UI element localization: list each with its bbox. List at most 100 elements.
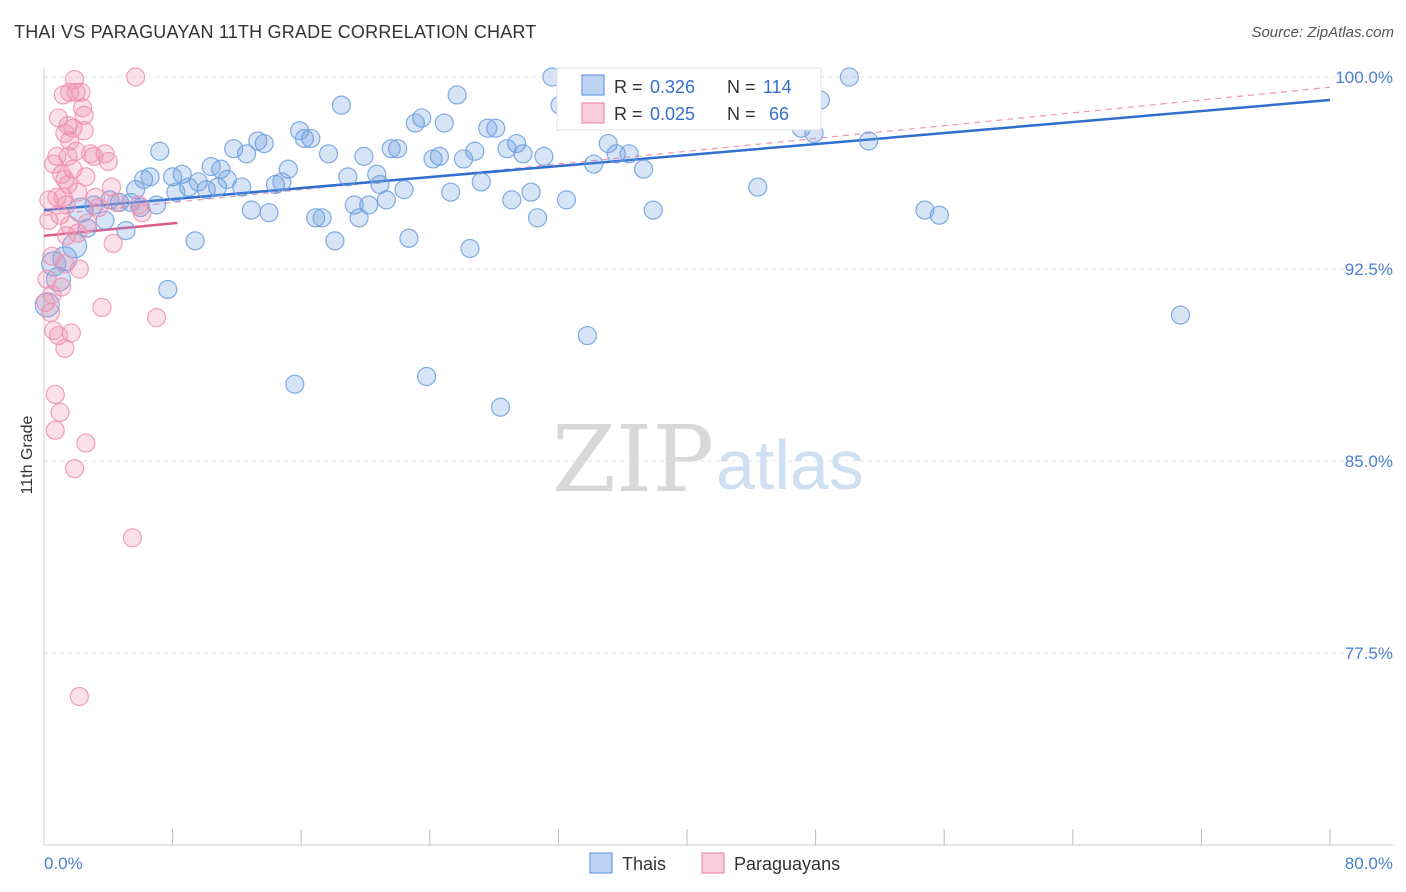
point-paraguayans	[40, 302, 61, 323]
stats-swatch-paraguayans	[581, 102, 605, 124]
stats-r-label-thais: R =	[614, 77, 643, 97]
point-paraguayans	[69, 686, 89, 707]
point-thais	[211, 159, 231, 179]
point-paraguayans	[42, 285, 62, 305]
point-thais	[301, 128, 321, 149]
axes	[43, 68, 1393, 846]
point-thais	[150, 141, 170, 161]
point-paraguayans	[122, 528, 143, 548]
point-thais	[513, 144, 533, 164]
point-paraguayans	[61, 323, 81, 343]
point-paraguayans	[74, 105, 94, 126]
point-thais	[232, 177, 252, 197]
point-thais	[460, 238, 480, 259]
point-thais	[158, 279, 178, 300]
point-thais	[61, 233, 88, 259]
point-thais	[643, 200, 663, 220]
y-tick-label: 92.5%	[1345, 260, 1393, 279]
point-paraguayans	[52, 164, 72, 184]
point-paraguayans	[92, 297, 112, 317]
point-thais	[254, 133, 274, 154]
point-paraguayans	[71, 82, 91, 102]
point-thais	[929, 205, 949, 225]
point-thais	[394, 180, 414, 200]
point-thais	[325, 231, 345, 251]
point-paraguayans	[101, 177, 122, 197]
point-thais	[521, 182, 541, 202]
point-paraguayans	[55, 254, 75, 274]
point-thais	[318, 144, 339, 164]
point-paraguayans	[68, 182, 88, 202]
point-thais	[294, 128, 315, 149]
point-thais	[405, 113, 425, 133]
point-paraguayans	[72, 98, 93, 118]
point-thais	[259, 203, 279, 223]
point-paraguayans	[56, 226, 77, 246]
point-thais	[278, 159, 298, 179]
watermark-atlas: atlas	[716, 426, 864, 504]
point-paraguayans	[60, 131, 80, 151]
point-thais	[748, 177, 768, 197]
point-thais	[584, 154, 604, 174]
point-paraguayans	[50, 402, 70, 422]
grid-lines	[44, 76, 1393, 654]
point-thais	[241, 200, 261, 220]
point-thais	[434, 113, 454, 133]
watermark-zip: ZIP	[552, 406, 714, 513]
stats-n-label-paraguayans: N =	[727, 104, 756, 124]
point-thais	[507, 133, 527, 154]
point-paraguayans	[69, 259, 89, 279]
point-thais	[367, 164, 387, 184]
point-thais	[338, 167, 358, 187]
chart-source: Source: ZipAtlas.com	[1251, 24, 1394, 41]
point-paraguayans	[76, 433, 96, 453]
point-paraguayans	[63, 118, 83, 138]
point-paraguayans	[56, 195, 77, 215]
point-thais	[126, 180, 146, 200]
point-thais	[399, 228, 419, 248]
stats-r-value-paraguayans: 0.025	[650, 104, 695, 124]
point-paraguayans	[36, 292, 56, 312]
stats-n-value-paraguayans: 66	[769, 104, 789, 124]
stats-r-value-thais: 0.326	[650, 77, 695, 97]
point-paraguayans	[132, 203, 152, 223]
point-thais	[359, 195, 379, 215]
point-thais	[224, 139, 244, 159]
legend-label-thais: Thais	[622, 854, 666, 874]
y-tick-label: 100.0%	[1335, 68, 1393, 87]
point-thais	[354, 146, 374, 166]
point-thais	[344, 195, 364, 215]
point-paraguayans	[45, 420, 65, 440]
point-paraguayans	[74, 121, 94, 141]
point-thais	[453, 149, 474, 169]
point-paraguayans	[98, 151, 118, 172]
point-thais	[478, 118, 498, 138]
point-thais	[116, 221, 136, 241]
point-thais	[577, 325, 597, 346]
point-paraguayans	[81, 144, 101, 164]
point-thais	[534, 146, 554, 166]
zipatlas-watermark: ZIP atlas	[552, 406, 864, 513]
point-paraguayans	[45, 384, 65, 405]
stats-swatch-thais	[581, 74, 605, 96]
point-thais	[236, 144, 257, 164]
point-thais	[166, 182, 186, 202]
point-thais	[196, 180, 216, 200]
point-thais	[416, 366, 437, 387]
point-thais	[312, 208, 332, 228]
point-paraguayans	[103, 233, 123, 253]
point-thais	[556, 190, 577, 210]
point-paraguayans	[60, 82, 80, 102]
point-thais	[381, 139, 401, 159]
point-thais	[412, 108, 432, 128]
point-thais	[1170, 305, 1191, 325]
point-thais	[465, 141, 485, 161]
point-thais	[285, 374, 305, 394]
point-paraguayans	[89, 197, 109, 218]
point-thais	[598, 133, 618, 154]
x-tick-label-max: 80.0%	[1345, 854, 1393, 873]
point-paraguayans	[76, 167, 96, 187]
point-paraguayans	[58, 174, 78, 195]
point-paraguayans	[77, 213, 98, 233]
